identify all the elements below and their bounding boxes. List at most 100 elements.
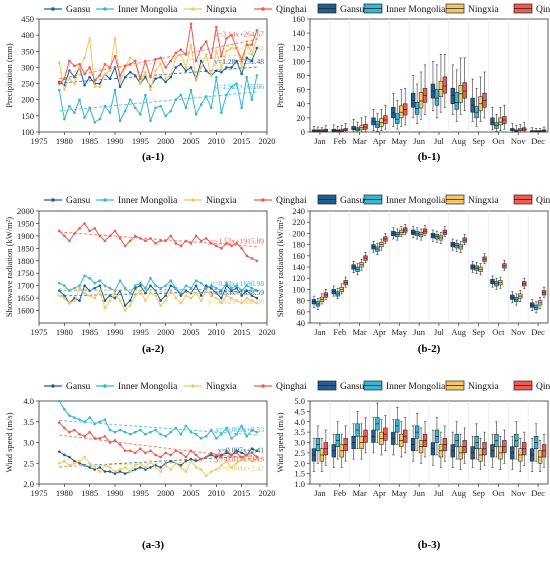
data-point	[189, 449, 193, 453]
data-point	[179, 451, 183, 455]
x-tick-label: Oct	[492, 327, 505, 337]
data-point	[240, 289, 243, 292]
y-tick-label: 250	[21, 79, 34, 89]
x-tick-label: 1990	[107, 327, 124, 337]
data-point	[245, 289, 249, 292]
box	[533, 301, 539, 314]
data-point	[83, 83, 86, 87]
legend-marker	[191, 384, 195, 388]
data-point	[57, 229, 61, 233]
data-point	[113, 54, 117, 58]
y-tick-label: 0	[301, 127, 305, 137]
data-point	[118, 470, 122, 473]
y-tick-label: 3.0	[294, 438, 305, 448]
data-point	[169, 468, 173, 471]
x-tick-label: Mar	[352, 488, 366, 498]
data-point	[220, 70, 223, 74]
data-point	[255, 29, 259, 32]
series-line	[58, 222, 258, 262]
box	[470, 435, 475, 468]
data-point	[144, 432, 147, 436]
data-point	[154, 106, 157, 110]
box	[351, 261, 356, 273]
box	[343, 123, 348, 133]
box	[410, 226, 416, 239]
data-point	[194, 234, 198, 238]
data-point	[204, 69, 208, 72]
data-point	[169, 109, 173, 113]
y-tick-label: 2000	[17, 206, 34, 216]
box	[430, 229, 436, 242]
box	[458, 57, 463, 115]
data-point	[133, 59, 137, 63]
data-point	[199, 46, 203, 50]
data-point	[225, 66, 228, 69]
data-point	[169, 453, 173, 457]
box	[450, 64, 455, 115]
data-point	[83, 284, 86, 287]
data-point	[139, 461, 142, 465]
data-point	[250, 447, 254, 451]
y-axis-label: Wind speed (m/s)	[4, 412, 14, 472]
box	[454, 239, 459, 252]
data-point	[199, 103, 203, 106]
data-point	[220, 455, 223, 459]
data-point	[159, 470, 162, 473]
y-tick-label: 220	[292, 217, 305, 227]
trend-line	[59, 288, 257, 291]
y-tick-label: 240	[292, 206, 305, 216]
data-point	[88, 466, 91, 469]
data-point	[235, 284, 238, 287]
data-point	[204, 434, 208, 438]
box	[339, 283, 344, 295]
y-tick-label: 400	[21, 30, 34, 40]
box	[454, 421, 459, 460]
x-tick-label: 1990	[107, 488, 124, 498]
x-tick-label: 1985	[81, 136, 98, 146]
legend-label: Gansu	[66, 5, 91, 15]
data-point	[149, 237, 152, 240]
data-point	[88, 276, 91, 280]
data-point	[154, 466, 157, 469]
data-point	[78, 459, 81, 463]
data-point	[164, 77, 167, 81]
data-point	[194, 59, 198, 63]
data-point	[98, 74, 102, 77]
box	[399, 226, 404, 238]
data-point	[250, 98, 254, 102]
box	[502, 104, 507, 130]
box-body	[383, 115, 388, 124]
legend-entry: Gansu	[317, 3, 365, 15]
data-point	[154, 284, 157, 287]
box-body	[434, 89, 440, 106]
data-point	[103, 72, 107, 76]
y-tick-label: 100	[21, 127, 34, 137]
data-point	[169, 459, 173, 463]
legend-label: Gansu	[66, 382, 91, 392]
legend-label: Inner Mongolia	[118, 196, 178, 206]
box-body	[418, 92, 424, 109]
y-tick-label: 140	[292, 28, 305, 38]
data-point	[83, 56, 86, 60]
box	[438, 431, 444, 468]
x-tick-label: 2000	[157, 136, 174, 146]
trend-equation: y=3.14x+264.67	[214, 29, 264, 38]
x-tick-label: 2020	[259, 327, 276, 337]
box	[450, 431, 455, 468]
data-point	[73, 232, 76, 235]
data-point	[199, 281, 203, 285]
box	[502, 259, 507, 271]
box	[335, 421, 340, 460]
data-point	[154, 58, 157, 61]
trend-line	[59, 420, 257, 436]
legend-entry: Ningxia	[445, 3, 499, 15]
box	[522, 121, 527, 133]
y-axis-label: Shortwave radiation (kW/m²)	[275, 217, 285, 317]
data-point	[98, 470, 102, 473]
data-point	[245, 296, 249, 300]
data-point	[57, 461, 61, 465]
legend-entry: Ningxia	[184, 382, 237, 392]
box	[490, 106, 495, 131]
data-point	[184, 66, 188, 69]
